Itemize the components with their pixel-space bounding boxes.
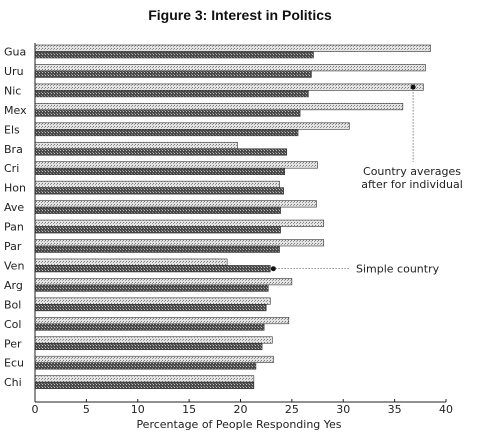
category-label: Col (4, 318, 21, 331)
annotation-label: Simple country (356, 263, 440, 276)
x-tick-label: 20 (234, 403, 248, 416)
bar-ven-light (34, 258, 228, 266)
bar-pan-dark (34, 226, 281, 234)
bar-cri-light (34, 161, 318, 169)
bar-pan-light (34, 219, 325, 227)
category-label: Ecu (4, 357, 24, 370)
annotation-label: after for individual (361, 178, 463, 191)
bar-ven-dark (34, 265, 271, 273)
category-label: Gua (4, 46, 26, 59)
category-label: Arg (4, 279, 23, 292)
bar-par-light (34, 239, 325, 247)
bar-hon-light (34, 180, 280, 188)
bar-els-light (34, 122, 350, 130)
bar-par-dark (34, 245, 280, 253)
bar-hon-dark (34, 187, 284, 195)
bar-mex-light (34, 103, 404, 111)
category-label: Ven (4, 259, 24, 272)
bar-arg-light (34, 278, 293, 286)
category-label: Par (4, 240, 22, 253)
bar-uru-dark (34, 70, 312, 78)
category-label: Hon (4, 182, 26, 195)
x-tick-label: 15 (182, 403, 196, 416)
category-label: Per (4, 337, 22, 350)
bar-per-light (34, 336, 273, 344)
bar-col-dark (34, 323, 265, 331)
x-tick-label: 35 (388, 403, 402, 416)
x-tick-label: 10 (131, 403, 145, 416)
bar-gua-dark (34, 51, 314, 59)
bar-nic-light (34, 83, 424, 91)
bars-layer (34, 44, 431, 389)
bar-nic-dark (34, 90, 309, 98)
bar-chi-light (34, 375, 255, 383)
category-label: Nic (4, 84, 21, 97)
bar-cri-dark (34, 167, 285, 175)
annotation-point (410, 84, 416, 90)
bar-ecu-light (34, 355, 274, 364)
x-axis-label: Percentage of People Responding Yes (136, 418, 341, 431)
bar-chi-dark (34, 381, 255, 389)
bar-per-dark (34, 342, 263, 351)
x-tick-label: 0 (32, 403, 39, 416)
bar-ecu-dark (34, 362, 257, 370)
category-label: Bra (4, 143, 23, 156)
x-tick-label: 5 (83, 403, 90, 416)
x-tick-label: 30 (336, 403, 350, 416)
x-axis: 0 5 10 15 20 25 30 35 40 (32, 399, 453, 416)
bar-ave-light (34, 200, 317, 208)
x-tick-label: 25 (285, 403, 299, 416)
category-labels: Gua Uru Nic Mex Els Bra Cri Hon Ave Pan Par Ven Arg B… (4, 46, 27, 390)
category-label: Bol (4, 298, 21, 311)
chart-title: Figure 3: Interest in Politics (148, 7, 332, 23)
bar-ave-dark (34, 206, 281, 214)
bar-bol-light (34, 297, 271, 305)
category-label: Els (4, 123, 20, 136)
category-label: Mex (4, 104, 27, 117)
bar-mex-dark (34, 109, 301, 117)
category-label: Ave (4, 201, 24, 214)
annotation-point (270, 266, 276, 272)
bar-els-dark (34, 129, 299, 137)
x-tick-label: 40 (439, 403, 453, 416)
bar-bol-dark (34, 304, 267, 312)
category-label: Uru (4, 65, 24, 78)
bar-uru-light (34, 64, 426, 72)
bar-col-light (34, 316, 290, 325)
category-label: Pan (4, 221, 24, 234)
category-label: Cri (4, 162, 19, 175)
bar-bra-dark (34, 148, 288, 156)
bar-arg-dark (34, 284, 269, 292)
bar-bra-light (34, 141, 238, 150)
category-label: Chi (4, 376, 22, 389)
bar-gua-light (34, 44, 431, 52)
annotation-label: Country averages (363, 165, 461, 178)
